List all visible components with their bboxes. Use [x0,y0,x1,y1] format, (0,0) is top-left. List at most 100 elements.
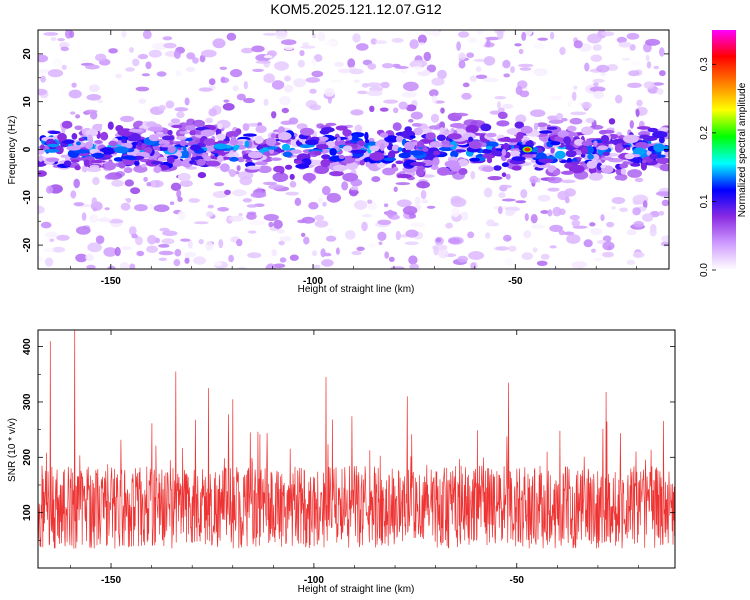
heatmap-cell [518,63,534,68]
heatmap-cell [60,154,67,158]
heatmap-cell [299,50,305,57]
heatmap-cell [646,150,652,156]
heatmap-cell [145,121,157,128]
heatmap-cell [602,151,610,156]
heatmap-cell [75,114,81,119]
heatmap-cell [540,210,550,214]
heatmap-cell [369,145,380,152]
heatmap-cell [495,246,510,251]
heatmap-cell [433,245,439,256]
heatmap-cell [273,219,283,229]
heatmap-cell [255,125,267,133]
heatmap-cell [393,107,399,114]
colorbar-label: Normalized spectral amplitude [737,82,748,217]
heatmap-cell [170,182,182,191]
heatmap-cell [84,109,98,114]
heatmap-cell [619,163,629,169]
heatmap-cell [299,127,315,136]
heatmap-cell [108,140,118,147]
heatmap-cell [502,59,511,69]
heatmap-cell [300,45,316,49]
heatmap-cell [391,38,404,43]
heatmap-cell [501,162,509,168]
y-tick-label: -10 [22,190,33,205]
heatmap-cell [570,111,587,116]
heatmap-cell [558,208,566,216]
heatmap-cell [653,143,665,153]
heatmap-cell [349,68,364,75]
heatmap-cell [302,42,310,47]
heatmap-cell [129,47,134,53]
heatmap-cell [436,134,446,142]
heatmap-cell [136,250,145,257]
heatmap-cell [380,81,390,89]
heatmap-cell [581,126,594,136]
heatmap-cell [323,41,336,46]
heatmap-cell [171,124,183,129]
heatmap-cell [350,149,367,154]
heatmap-cell [549,31,555,40]
heatmap-cell [375,40,388,44]
heatmap-cell [206,143,216,152]
heatmap-cell [133,155,145,160]
heatmap-cell [324,88,335,97]
heatmap-cell [490,150,502,156]
heatmap-cell [367,199,373,204]
heatmap-cell [645,54,650,62]
heatmap-cell [440,107,445,114]
heatmap-cell [156,71,167,77]
heatmap-cell [250,192,267,199]
heatmap-cell [435,237,442,243]
heatmap-cell [255,60,271,64]
heatmap-cell [496,120,510,127]
heatmap-cell [247,151,263,159]
heatmap-cell [75,253,88,263]
heatmap-cell [108,48,118,54]
heatmap-cell [309,159,322,166]
heatmap-cell [563,136,571,145]
heatmap-cell [655,191,669,197]
heatmap-cell [634,177,644,183]
heatmap-cell [302,172,316,182]
heatmap-cell [242,198,252,203]
heatmap-cell [379,143,385,151]
heatmap-cell [48,130,61,135]
heatmap-cell [66,145,81,151]
heatmap-cell [208,78,216,86]
heatmap-cell [247,252,262,259]
x-tick-label: -50 [508,276,523,287]
heatmap-cell [95,235,105,244]
heatmap-cell [200,129,215,137]
heatmap-cell [263,214,279,221]
heatmap-cell [591,248,596,253]
heatmap-cell [417,34,427,44]
heatmap-cell [624,153,635,160]
heatmap-cell [87,134,93,142]
heatmap-cell [636,99,643,107]
heatmap-cell [659,163,669,172]
heatmap-cell [390,266,405,269]
heatmap-y-axis-title: Frequency (Hz) [7,116,18,185]
heatmap-cell [158,104,166,111]
heatmap-cell [263,73,276,84]
heatmap-cell [560,179,576,184]
heatmap-cell [297,219,306,224]
heatmap-cell [263,55,272,59]
heatmap-cell [59,41,70,48]
heatmap-cell [503,142,509,151]
heatmap-cell [311,70,324,78]
heatmap-cell [312,250,318,257]
heatmap-cell [621,57,631,61]
heatmap-cell [606,64,619,71]
heatmap-cell [301,158,312,166]
heatmap-cell [147,234,157,245]
heatmap-cell [456,149,467,153]
heatmap-cell [392,122,402,131]
heatmap-cell [485,146,494,150]
heatmap-cell [219,66,228,71]
heatmap-cell [249,220,265,225]
heatmap-cell [529,175,539,184]
heatmap-cell [437,69,447,80]
heatmap-cell [347,58,356,69]
heatmap-cell [125,67,135,72]
